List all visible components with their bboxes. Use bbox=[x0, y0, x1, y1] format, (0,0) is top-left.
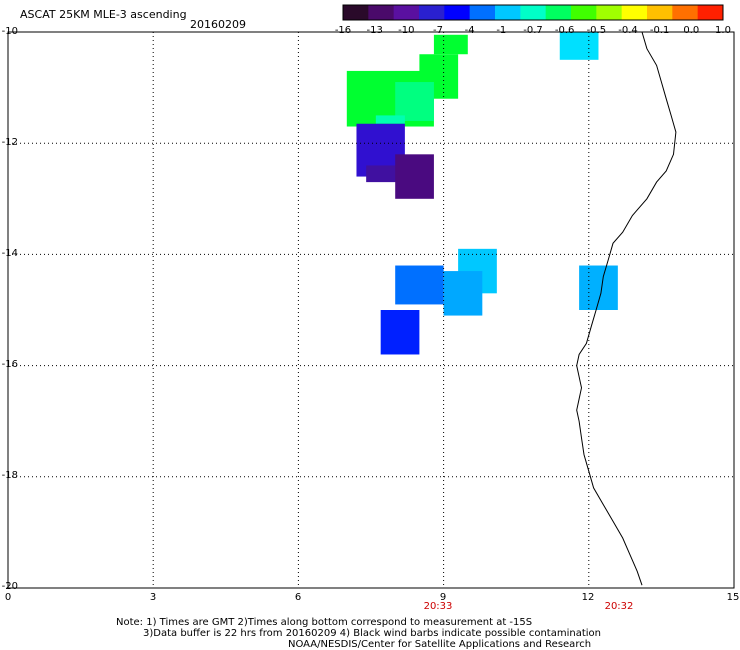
ylabel-10: -10 bbox=[1, 26, 18, 37]
wind-cell bbox=[559, 32, 599, 60]
wind-cells bbox=[346, 32, 618, 355]
colorbar-segment bbox=[368, 5, 395, 20]
colorbar-segment bbox=[647, 5, 673, 20]
wind-cell bbox=[395, 82, 434, 121]
colorbar-segment bbox=[343, 5, 369, 20]
map-frame bbox=[7, 31, 735, 589]
wind-cell bbox=[375, 115, 405, 124]
wind-cell bbox=[395, 265, 444, 305]
wind-cell bbox=[395, 154, 434, 199]
map-date: 20160209 bbox=[190, 18, 246, 31]
xlabel-9: 9 bbox=[439, 592, 447, 603]
colorbar-label: -13 bbox=[366, 25, 383, 36]
colorbar-label: 0.0 bbox=[683, 25, 700, 36]
xlabel-3: 3 bbox=[149, 592, 157, 603]
colorbar-label: -7 bbox=[433, 25, 443, 36]
note-line-1: Note: 1) Times are GMT 2)Times along bot… bbox=[116, 617, 533, 628]
colorbar-segment bbox=[393, 5, 420, 20]
colorbar-segment bbox=[571, 5, 597, 20]
colorbar-segment bbox=[697, 5, 724, 20]
colorbar-segment bbox=[469, 5, 496, 20]
colorbar-label: -0.1 bbox=[649, 25, 670, 36]
colorbar-frame bbox=[342, 4, 724, 21]
wind-cell bbox=[433, 34, 468, 55]
colorbar-segment bbox=[621, 5, 648, 20]
xlabel-12: 12 bbox=[581, 592, 595, 603]
colorbar bbox=[342, 4, 724, 21]
wind-cell bbox=[443, 271, 483, 316]
colorbar-label: -0.4 bbox=[618, 25, 638, 36]
colorbar-label: -1 bbox=[496, 25, 507, 36]
colorbar-segment bbox=[672, 5, 699, 20]
colorbar-label: -0.7 bbox=[523, 25, 543, 36]
colorbar-segment bbox=[444, 5, 471, 20]
coastline bbox=[576, 31, 677, 586]
colorbar-label: -0.6 bbox=[554, 25, 575, 36]
time-label-2: 20:32 bbox=[604, 601, 634, 612]
ylabel-20: -20 bbox=[1, 581, 18, 592]
note-line-2: 3)Data buffer is 22 hrs from 20160209 4)… bbox=[143, 628, 601, 639]
ylabel-12: -12 bbox=[1, 137, 18, 148]
xlabel-6: 6 bbox=[294, 592, 302, 603]
time-label-1: 20:33 bbox=[423, 601, 453, 612]
colorbar-segment bbox=[545, 5, 572, 20]
colorbar-label: -16 bbox=[334, 25, 352, 36]
colorbar-segment bbox=[419, 5, 445, 20]
ylabel-14: -14 bbox=[1, 248, 18, 259]
ylabel-18: -18 bbox=[1, 470, 18, 481]
xlabel-15: 15 bbox=[726, 592, 740, 603]
xlabel-0: 0 bbox=[4, 592, 12, 603]
colorbar-label: -0.5 bbox=[586, 25, 607, 36]
colorbar-segment bbox=[495, 5, 521, 20]
colorbar-segment bbox=[596, 5, 623, 20]
note-line-3: NOAA/NESDIS/Center for Satellite Applica… bbox=[288, 639, 592, 650]
map-title: ASCAT 25KM MLE-3 ascending bbox=[20, 8, 187, 21]
colorbar-label: -4 bbox=[464, 25, 475, 36]
ylabel-16: -16 bbox=[1, 359, 18, 370]
wind-cell bbox=[380, 310, 420, 355]
colorbar-segment bbox=[520, 5, 547, 20]
colorbar-label: 1.0 bbox=[715, 25, 731, 36]
colorbar-label: -10 bbox=[398, 25, 415, 36]
